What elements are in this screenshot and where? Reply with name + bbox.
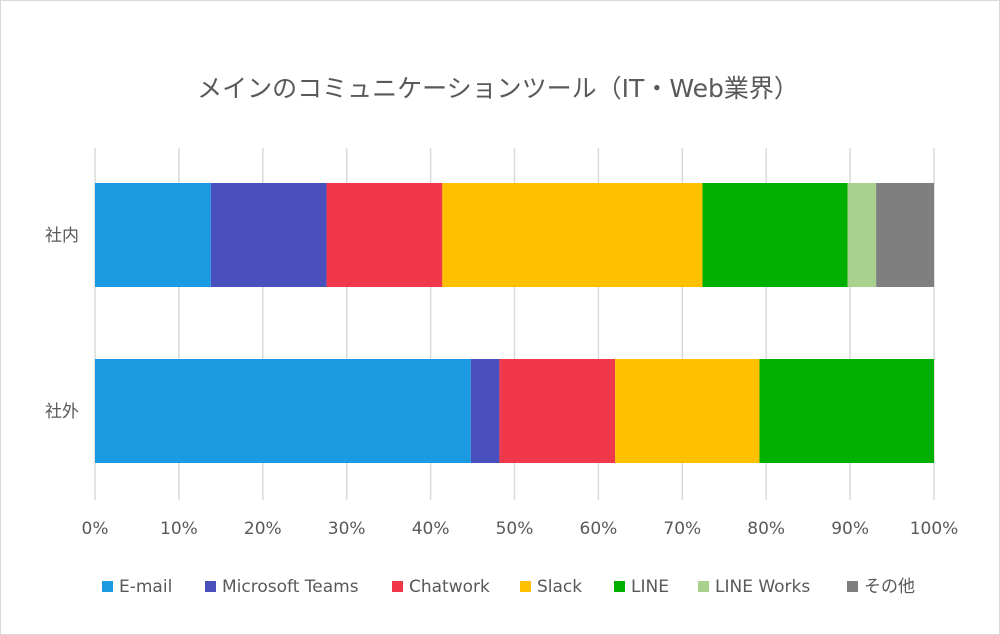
bar-segment: [847, 183, 877, 287]
bar-segment: [470, 359, 500, 463]
chart-title: メインのコミュニケーションツール（IT・Web業界）: [197, 74, 799, 103]
bar-segment: [210, 183, 327, 287]
bar-segment: [702, 183, 848, 287]
legend-swatch: [102, 581, 113, 592]
legend-swatch: [614, 581, 625, 592]
legend-label: Slack: [537, 577, 582, 597]
x-tick-label: 10%: [160, 519, 198, 539]
x-tick-label: 40%: [412, 519, 450, 539]
legend-swatch: [205, 581, 216, 592]
x-tick-label: 70%: [663, 519, 701, 539]
x-tick-label: 30%: [328, 519, 366, 539]
legend-label: E-mail: [119, 577, 172, 597]
bar-segment: [95, 359, 471, 463]
legend: E-mail Microsoft Teams Chatwork Slack LINE LI…: [102, 577, 915, 597]
legend-label: その他: [864, 577, 915, 597]
category-label: 社外: [45, 402, 79, 422]
x-tick-label: 20%: [244, 519, 282, 539]
bar-segment: [326, 183, 443, 287]
bar-segment: [442, 183, 703, 287]
bar-segment: [759, 359, 934, 463]
bar-segment: [876, 183, 934, 287]
legend-label: LINE: [631, 577, 669, 597]
x-tick-label: 50%: [496, 519, 534, 539]
bars: [95, 183, 934, 463]
bar-segment: [615, 359, 760, 463]
legend-label: Microsoft Teams: [222, 577, 359, 597]
legend-swatch: [847, 581, 858, 592]
legend-swatch: [698, 581, 709, 592]
bar-segment: [499, 359, 616, 463]
x-tick-labels: 0% 10% 20% 30% 40% 50% 60% 70% 80% 90% 100%: [82, 519, 959, 539]
legend-swatch: [392, 581, 403, 592]
x-tick-label: 80%: [747, 519, 785, 539]
category-label: 社内: [45, 226, 79, 246]
x-tick-label: 90%: [831, 519, 869, 539]
legend-label: Chatwork: [409, 577, 490, 597]
x-tick-label: 60%: [580, 519, 618, 539]
legend-swatch: [520, 581, 531, 592]
x-tick-label: 0%: [82, 519, 109, 539]
bar-segment: [95, 183, 211, 287]
legend-label: LINE Works: [715, 577, 810, 597]
x-tick-label: 100%: [910, 519, 959, 539]
